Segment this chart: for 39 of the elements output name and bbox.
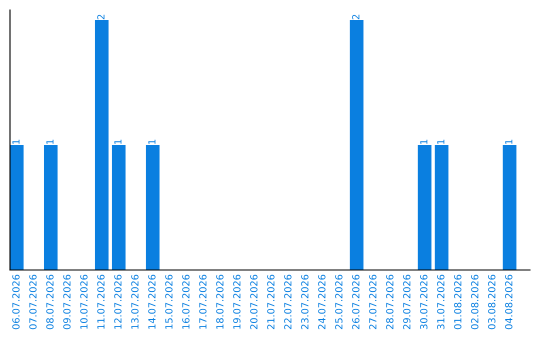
x-tick-label: 29.07.2026 xyxy=(403,274,410,330)
x-tick-label: 14.07.2026 xyxy=(148,274,156,329)
x-tick-label: 30.07.2026 xyxy=(420,274,428,330)
x-tick-label: 20.07.2026 xyxy=(250,274,258,330)
x-tick-label: 31.07.2026 xyxy=(437,274,444,330)
x-tick-label: 21.07.2026 xyxy=(267,274,275,330)
x-tick-label: 28.07.2026 xyxy=(386,274,394,330)
data-label: 1 xyxy=(420,140,428,144)
x-tick-label: 22.07.2026 xyxy=(284,274,292,330)
data-label: 1 xyxy=(114,140,122,144)
x-tick-label: 26.07.2026 xyxy=(352,274,360,330)
data-label: 1 xyxy=(12,140,20,144)
data-label: 1 xyxy=(46,140,54,144)
x-tick-label: 27.07.2026 xyxy=(369,274,376,330)
data-label: 2 xyxy=(97,14,104,20)
x-tick-label: 18.07.2026 xyxy=(216,274,224,329)
x-tick-label: 17.07.2026 xyxy=(199,274,207,329)
x-tick-label: 16.07.2026 xyxy=(182,274,190,329)
data-label: 1 xyxy=(148,140,156,144)
data-label: 1 xyxy=(505,140,512,144)
data-label: 2 xyxy=(352,14,360,20)
x-tick-label: 25.07.2026 xyxy=(335,274,342,330)
x-tick-label: 09.07.2026 xyxy=(63,274,71,330)
x-tick-label: 23.07.2026 xyxy=(301,274,309,330)
x-tick-label: 08.07.2026 xyxy=(46,274,54,330)
x-tick-label: 10.07.2026 xyxy=(80,274,88,329)
x-tick-label: 07.07.2026 xyxy=(29,274,37,330)
x-tick-label: 04.08.2026 xyxy=(505,274,512,330)
x-tick-label: 24.07.2026 xyxy=(318,274,326,330)
x-tick-label: 03.08.2026 xyxy=(488,274,496,330)
x-tick-label: 19.07.2026 xyxy=(233,274,241,329)
x-tick-label: 11.07.2026 xyxy=(97,274,105,329)
x-tick-label: 06.07.2026 xyxy=(12,274,20,330)
x-tick-label: 15.07.2026 xyxy=(165,274,173,329)
x-tick-label: 13.07.2026 xyxy=(131,274,139,329)
data-label: 1 xyxy=(437,140,444,144)
x-tick-label: 02.08.2026 xyxy=(471,274,478,330)
x-tick-label: 12.07.2026 xyxy=(114,274,122,329)
x-tick-label: 01.08.2026 xyxy=(454,274,462,330)
